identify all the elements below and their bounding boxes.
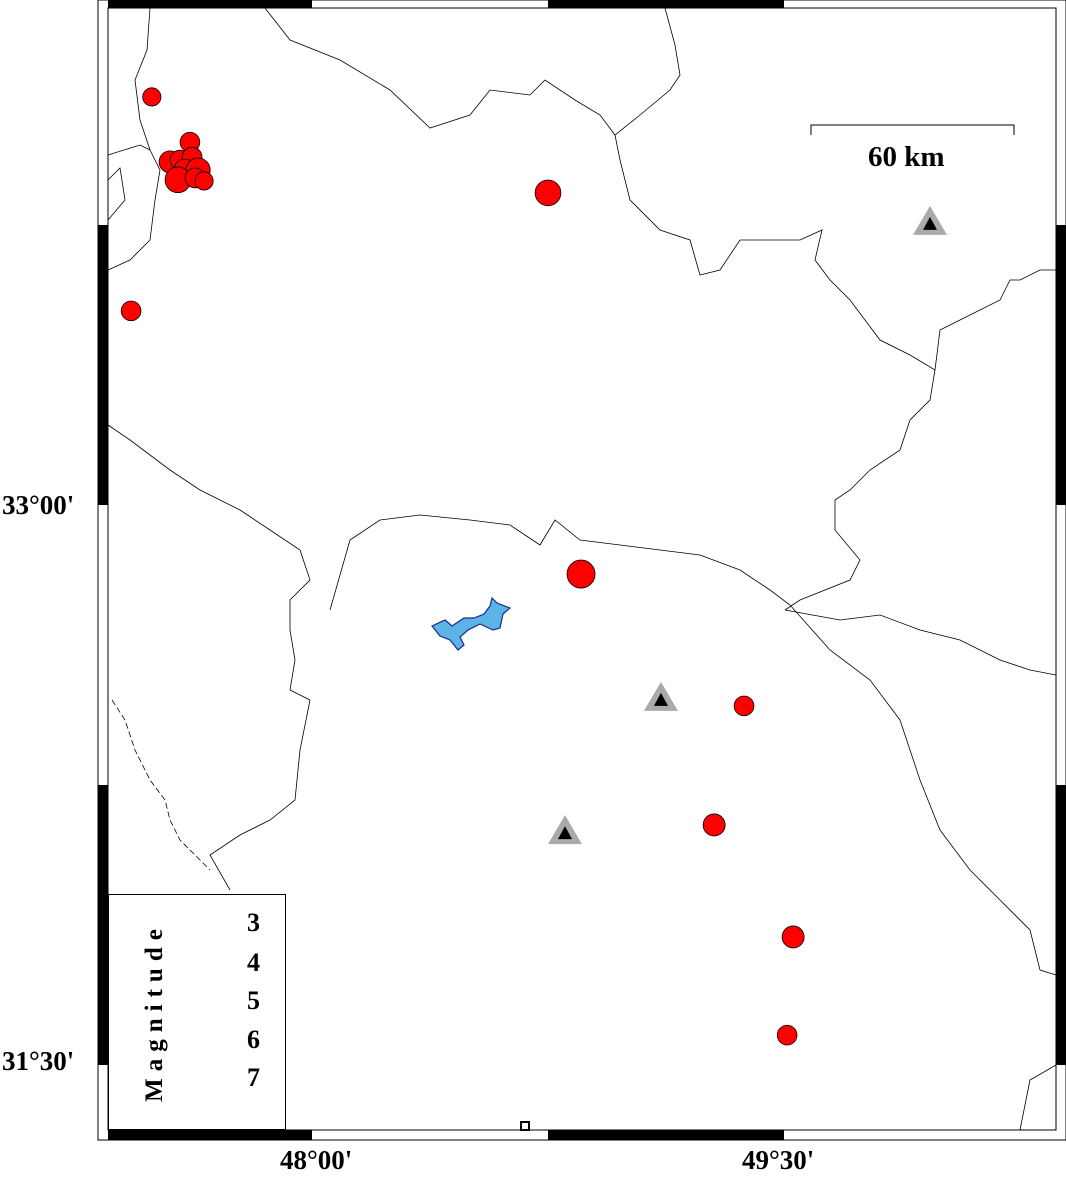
earthquake-event xyxy=(194,171,214,191)
frame-tick-band xyxy=(98,225,108,505)
frame-tick-band xyxy=(1056,225,1066,505)
legend-label: 5 xyxy=(247,986,260,1015)
frame-tick-band xyxy=(108,0,312,8)
frame-ticks xyxy=(98,0,1066,1140)
frame-tick-band xyxy=(98,785,108,1065)
boundary-line xyxy=(107,7,161,271)
legend-label: 6 xyxy=(247,1025,260,1054)
boundary-line xyxy=(264,7,681,136)
earthquake-event xyxy=(120,300,142,322)
earthquake-event xyxy=(142,87,162,107)
earthquake-event xyxy=(733,695,755,717)
frame-tick-band xyxy=(548,1130,784,1140)
frame-tick-band xyxy=(1056,785,1066,1065)
legend-title: Magnitude xyxy=(141,922,168,1102)
y-tick-label: 31°30' xyxy=(2,1046,75,1076)
boundary-line xyxy=(107,167,126,221)
y-tick-label: 33°00' xyxy=(2,490,75,520)
scale-bar xyxy=(810,124,1015,135)
station-triangle-inner xyxy=(557,826,572,840)
boundaries xyxy=(107,7,1057,1131)
stations-layer xyxy=(547,205,948,845)
earthquake-event xyxy=(776,1024,798,1046)
boundary-line xyxy=(784,609,1057,676)
earthquake-event xyxy=(781,925,805,949)
province-line xyxy=(329,514,1057,976)
boundary-line xyxy=(107,144,151,156)
boundary-line xyxy=(784,369,936,611)
x-tick-label: 48°00' xyxy=(280,1145,353,1175)
legend-label: 3 xyxy=(247,908,260,937)
scale-bar-label: 60 km xyxy=(868,141,945,173)
boundary-line xyxy=(1019,1064,1057,1131)
boundary-line xyxy=(107,424,311,891)
boundary-line xyxy=(614,134,1056,371)
lake xyxy=(431,596,512,651)
legend-label: 7 xyxy=(247,1063,260,1092)
earthquake-event xyxy=(702,813,726,837)
marker-square xyxy=(520,1121,530,1131)
international-border xyxy=(111,699,211,871)
events-layer xyxy=(120,87,805,1046)
frame-tick-band xyxy=(548,0,784,8)
station-triangle-inner xyxy=(923,216,938,230)
frame-tick-band xyxy=(108,1130,312,1140)
legend-label: 4 xyxy=(247,948,260,977)
earthquake-event xyxy=(566,559,596,589)
station-triangle-inner xyxy=(653,692,668,706)
x-tick-label: 49°30' xyxy=(742,1145,815,1175)
earthquake-event xyxy=(534,179,562,207)
magnitude-legend: Magnitude 3 4 5 6 7 xyxy=(108,894,286,1130)
